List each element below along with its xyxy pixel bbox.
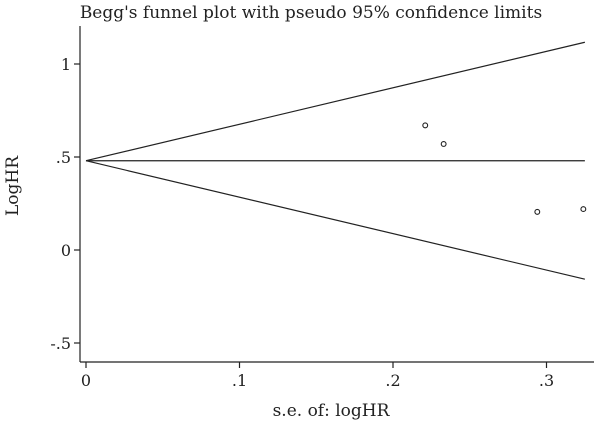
chart-title: Begg's funnel plot with pseudo 95% confi… [80, 3, 542, 23]
study-point [534, 208, 541, 215]
x-tick-label: .1 [232, 371, 247, 390]
study-point [422, 122, 429, 129]
y-tick-label: 0 [61, 241, 71, 260]
y-tick-label: -.5 [50, 334, 71, 353]
x-tick-label: .3 [539, 371, 554, 390]
upper-confidence-limit-line [85, 41, 586, 162]
lower-confidence-limit-line [85, 160, 586, 280]
study-point [440, 141, 447, 147]
y-tick-label: .5 [56, 148, 71, 167]
funnel-lines [85, 41, 586, 280]
study-points [422, 122, 587, 215]
x-axis-label: s.e. of: logHR [273, 401, 391, 421]
y-axis-label: LogHR [3, 155, 23, 216]
y-tick-label: 1 [61, 55, 71, 74]
x-tick-label: .2 [385, 371, 400, 390]
study-point [580, 206, 587, 213]
x-tick-label: 0 [81, 371, 91, 390]
axes: 0 .1 .2 .3 -.5 0 .5 1 [50, 26, 594, 390]
